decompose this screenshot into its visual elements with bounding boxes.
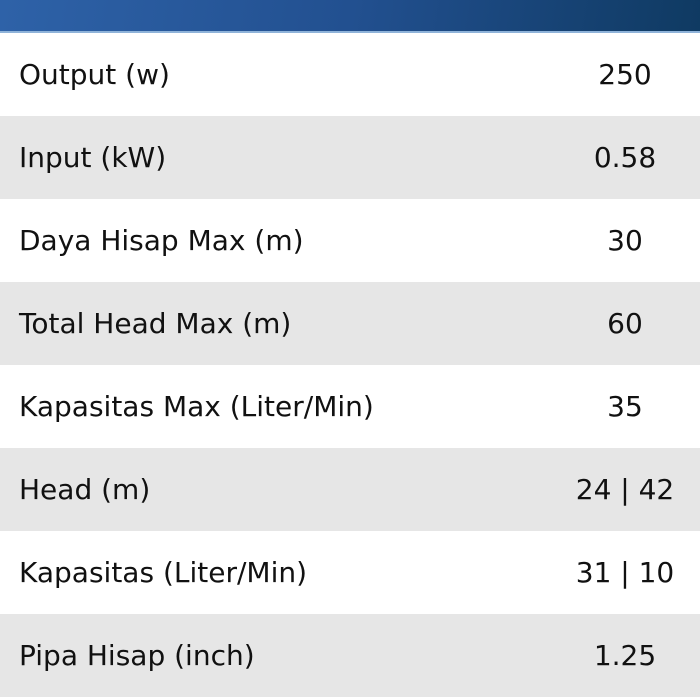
- spec-label: Daya Hisap Max (m): [19, 224, 304, 257]
- spec-label: Pipa Hisap (inch): [19, 639, 255, 672]
- table-row: Daya Hisap Max (m) 30: [0, 199, 700, 282]
- spec-value: 35: [607, 390, 643, 423]
- spec-label: Head (m): [19, 473, 151, 506]
- table-row: Head (m) 24 | 42: [0, 448, 700, 531]
- spec-value: 31 | 10: [575, 556, 675, 589]
- spec-value: 24 | 42: [575, 473, 675, 506]
- spec-value: 250: [598, 58, 652, 91]
- table-row: Pipa Hisap (inch) 1.25: [0, 614, 700, 697]
- table-row: Input (kW) 0.58: [0, 116, 700, 199]
- spec-value: 1.25: [593, 639, 657, 672]
- spec-label: Kapasitas (Liter/Min): [19, 556, 308, 589]
- spec-label: Input (kW): [19, 141, 167, 174]
- spec-value: 0.58: [593, 141, 657, 174]
- spec-value: 30: [607, 224, 643, 257]
- table-row: Total Head Max (m) 60: [0, 282, 700, 365]
- table-row: Kapasitas Max (Liter/Min) 35: [0, 365, 700, 448]
- table-row: Kapasitas (Liter/Min) 31 | 10: [0, 531, 700, 614]
- spec-label: Kapasitas Max (Liter/Min): [19, 390, 374, 423]
- table-header-bar: [0, 0, 700, 33]
- spec-table: Output (w) 250 Input (kW) 0.58 Daya Hisap …: [0, 33, 700, 697]
- spec-label: Output (w): [19, 58, 170, 91]
- spec-label: Total Head Max (m): [19, 307, 292, 340]
- table-row: Output (w) 250: [0, 33, 700, 116]
- spec-value: 60: [607, 307, 643, 340]
